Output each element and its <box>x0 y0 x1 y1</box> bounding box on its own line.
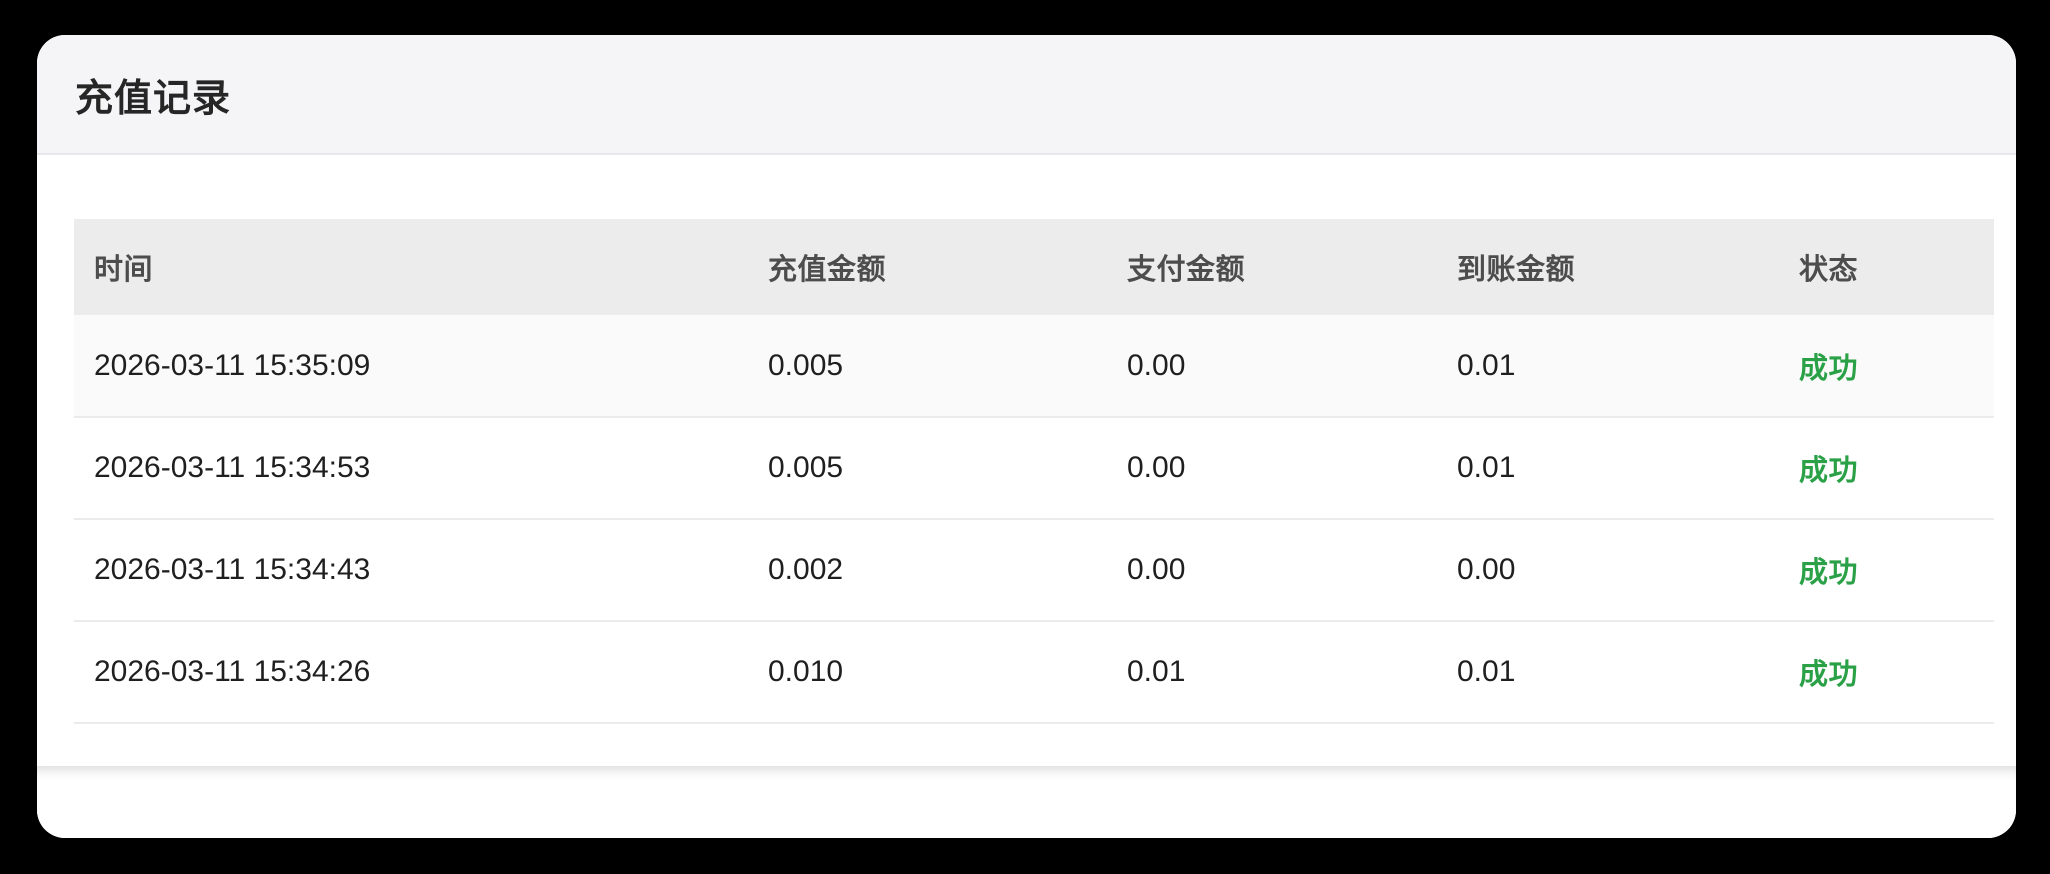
cell-status: 成功 <box>1779 519 1994 622</box>
cell-paid: 0.00 <box>1107 315 1437 418</box>
cell-received: 0.01 <box>1437 417 1779 520</box>
status-badge: 成功 <box>1799 455 1859 487</box>
table-row: 2026-03-11 15:34:53 0.005 0.00 0.01 成功 <box>74 417 1994 520</box>
column-header-amount: 充值金额 <box>768 254 887 286</box>
table-body: 2026-03-11 15:35:09 0.005 0.00 0.01 成功 2026-0… <box>74 315 1994 724</box>
cell-time: 2026-03-11 15:34:53 <box>74 417 748 520</box>
table-head: 时间 充值金额 支付金额 到账金额 状态 <box>74 219 1994 315</box>
card-header: 充值记录 <box>37 35 2016 155</box>
cell-received: 0.00 <box>1437 519 1779 622</box>
card-body: 时间 充值金额 支付金额 到账金额 状态 2026-03-11 15:35:09 0.00… <box>37 155 2016 766</box>
column-header-time: 时间 <box>94 254 154 286</box>
column-header-paid: 支付金额 <box>1127 254 1246 286</box>
cell-paid: 0.01 <box>1107 621 1437 724</box>
cell-amount: 0.005 <box>748 315 1107 418</box>
column-header-status: 状态 <box>1799 254 1859 286</box>
table-row: 2026-03-11 15:34:26 0.010 0.01 0.01 成功 <box>74 621 1994 724</box>
table-row: 2026-03-11 15:35:09 0.005 0.00 0.01 成功 <box>74 315 1994 418</box>
recharge-records-card: 充值记录 时间 充值金额 支付金额 到账金额 状态 2026-03-11 15:35:0… <box>37 35 2016 838</box>
table-row: 2026-03-11 15:34:43 0.002 0.00 0.00 成功 <box>74 519 1994 622</box>
cell-status: 成功 <box>1779 315 1994 418</box>
status-badge: 成功 <box>1799 557 1859 589</box>
cell-amount: 0.002 <box>748 519 1107 622</box>
cell-amount: 0.010 <box>748 621 1107 724</box>
cell-paid: 0.00 <box>1107 417 1437 520</box>
card-footer <box>37 766 2016 838</box>
table-header-row: 时间 充值金额 支付金额 到账金额 状态 <box>74 219 1994 315</box>
cell-status: 成功 <box>1779 621 1994 724</box>
status-badge: 成功 <box>1799 659 1859 691</box>
cell-time: 2026-03-11 15:34:26 <box>74 621 748 724</box>
cell-received: 0.01 <box>1437 315 1779 418</box>
cell-amount: 0.005 <box>748 417 1107 520</box>
recharge-records-table: 时间 充值金额 支付金额 到账金额 状态 2026-03-11 15:35:09 0.00… <box>74 219 1994 724</box>
cell-time: 2026-03-11 15:35:09 <box>74 315 748 418</box>
cell-time: 2026-03-11 15:34:43 <box>74 519 748 622</box>
status-badge: 成功 <box>1799 352 1859 385</box>
page-title: 充值记录 <box>75 77 232 120</box>
cell-received: 0.01 <box>1437 621 1779 724</box>
column-header-received: 到账金额 <box>1457 254 1576 286</box>
cell-paid: 0.00 <box>1107 519 1437 622</box>
cell-status: 成功 <box>1779 417 1994 520</box>
